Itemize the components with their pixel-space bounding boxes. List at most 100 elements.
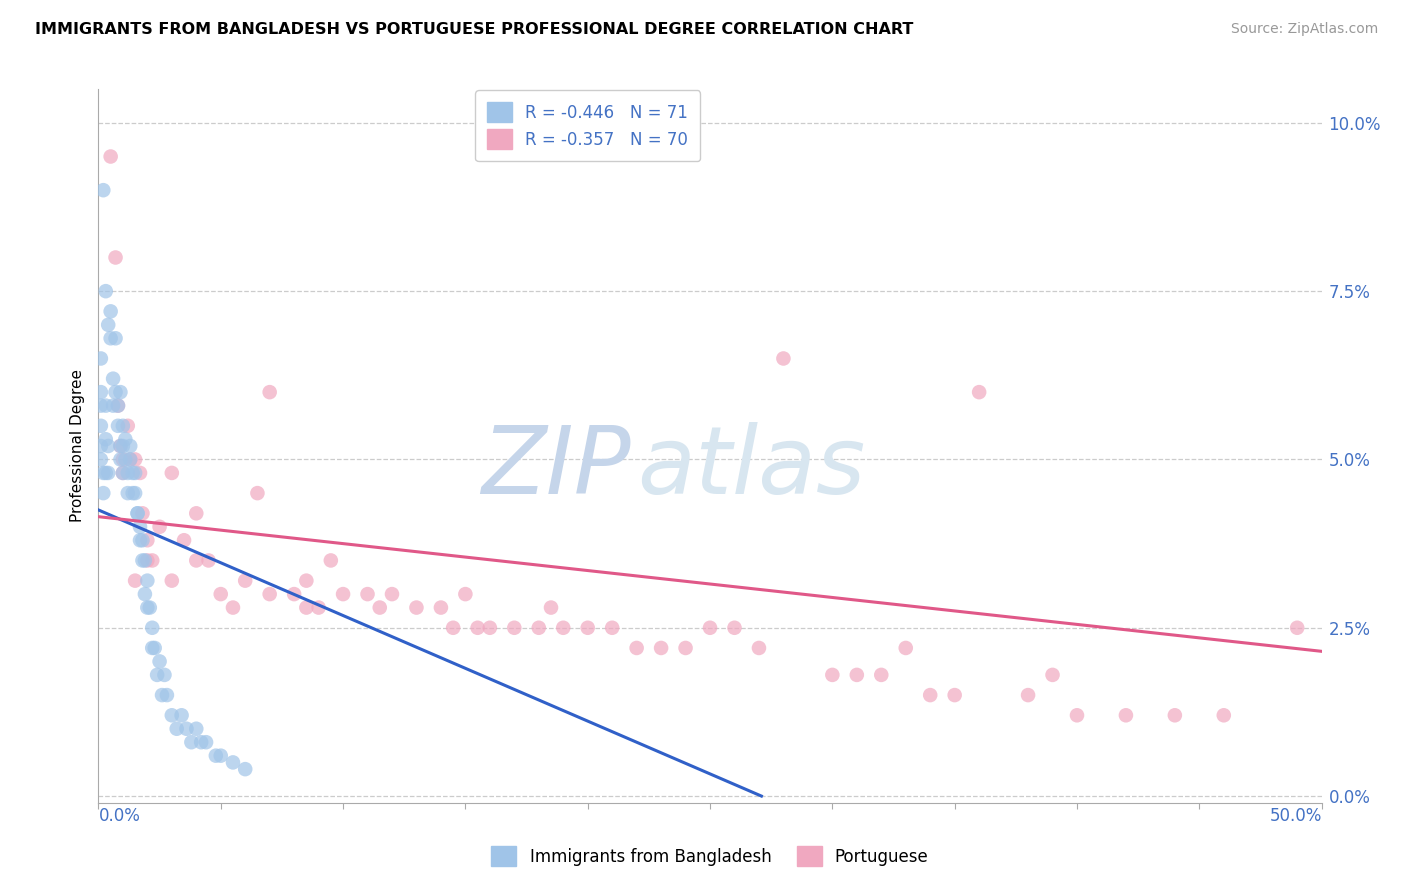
Point	[295, 574, 318, 588]
Point	[129, 466, 152, 480]
Point	[90, 399, 112, 413]
Point	[943, 688, 966, 702]
Point	[94, 284, 117, 298]
Point	[748, 640, 770, 655]
Point	[110, 439, 132, 453]
Point	[478, 621, 501, 635]
Legend: Immigrants from Bangladesh, Portuguese: Immigrants from Bangladesh, Portuguese	[485, 839, 935, 873]
Point	[675, 640, 697, 655]
Point	[101, 372, 124, 386]
Point	[356, 587, 378, 601]
Point	[190, 735, 212, 749]
Point	[136, 574, 159, 588]
Point	[205, 748, 228, 763]
Text: IMMIGRANTS FROM BANGLADESH VS PORTUGUESE PROFESSIONAL DEGREE CORRELATION CHART: IMMIGRANTS FROM BANGLADESH VS PORTUGUESE…	[35, 22, 914, 37]
Point	[121, 466, 143, 480]
Point	[170, 708, 193, 723]
Point	[149, 520, 172, 534]
Point	[111, 452, 134, 467]
Text: Source: ZipAtlas.com: Source: ZipAtlas.com	[1230, 22, 1378, 37]
Point	[141, 621, 163, 635]
Point	[160, 574, 183, 588]
Point	[441, 621, 464, 635]
Point	[121, 486, 143, 500]
Point	[104, 251, 127, 265]
Point	[124, 486, 146, 500]
Point	[870, 668, 893, 682]
Point	[101, 399, 124, 413]
Point	[127, 506, 149, 520]
Point	[104, 331, 127, 345]
Point	[920, 688, 942, 702]
Point	[90, 351, 112, 366]
Point	[90, 418, 112, 433]
Point	[107, 399, 129, 413]
Point	[259, 385, 281, 400]
Point	[699, 621, 721, 635]
Point	[209, 748, 232, 763]
Point	[295, 600, 318, 615]
Point	[141, 640, 163, 655]
Point	[405, 600, 427, 615]
Point	[259, 587, 281, 601]
Point	[1212, 708, 1234, 723]
Text: ZIP: ZIP	[481, 422, 630, 513]
Point	[136, 600, 159, 615]
Point	[845, 668, 868, 682]
Point	[134, 587, 156, 601]
Point	[120, 439, 142, 453]
Point	[91, 486, 114, 500]
Point	[124, 574, 146, 588]
Text: 50.0%: 50.0%	[1270, 807, 1322, 825]
Text: 0.0%: 0.0%	[98, 807, 141, 825]
Point	[197, 553, 219, 567]
Point	[149, 655, 172, 669]
Point	[111, 418, 134, 433]
Point	[97, 466, 120, 480]
Point	[111, 466, 134, 480]
Point	[129, 520, 152, 534]
Point	[136, 553, 159, 567]
Point	[117, 418, 139, 433]
Point	[100, 304, 122, 318]
Point	[576, 621, 599, 635]
Point	[124, 452, 146, 467]
Point	[143, 640, 166, 655]
Point	[110, 452, 132, 467]
Point	[100, 149, 122, 163]
Point	[527, 621, 550, 635]
Point	[821, 668, 844, 682]
Point	[107, 418, 129, 433]
Point	[1066, 708, 1088, 723]
Point	[156, 688, 179, 702]
Y-axis label: Professional Degree: Professional Degree	[69, 369, 84, 523]
Point	[90, 452, 112, 467]
Point	[131, 506, 153, 520]
Point	[97, 439, 120, 453]
Point	[114, 452, 136, 467]
Point	[894, 640, 917, 655]
Point	[136, 533, 159, 548]
Point	[430, 600, 453, 615]
Point	[127, 506, 149, 520]
Point	[94, 432, 117, 446]
Point	[186, 506, 208, 520]
Point	[91, 466, 114, 480]
Point	[650, 640, 672, 655]
Point	[110, 385, 132, 400]
Point	[319, 553, 342, 567]
Point	[176, 722, 198, 736]
Point	[160, 708, 183, 723]
Point	[107, 399, 129, 413]
Point	[173, 533, 195, 548]
Point	[233, 574, 256, 588]
Point	[91, 183, 114, 197]
Point	[117, 466, 139, 480]
Point	[553, 621, 575, 635]
Point	[600, 621, 623, 635]
Point	[117, 486, 139, 500]
Point	[540, 600, 562, 615]
Point	[160, 466, 183, 480]
Point	[90, 439, 112, 453]
Point	[131, 553, 153, 567]
